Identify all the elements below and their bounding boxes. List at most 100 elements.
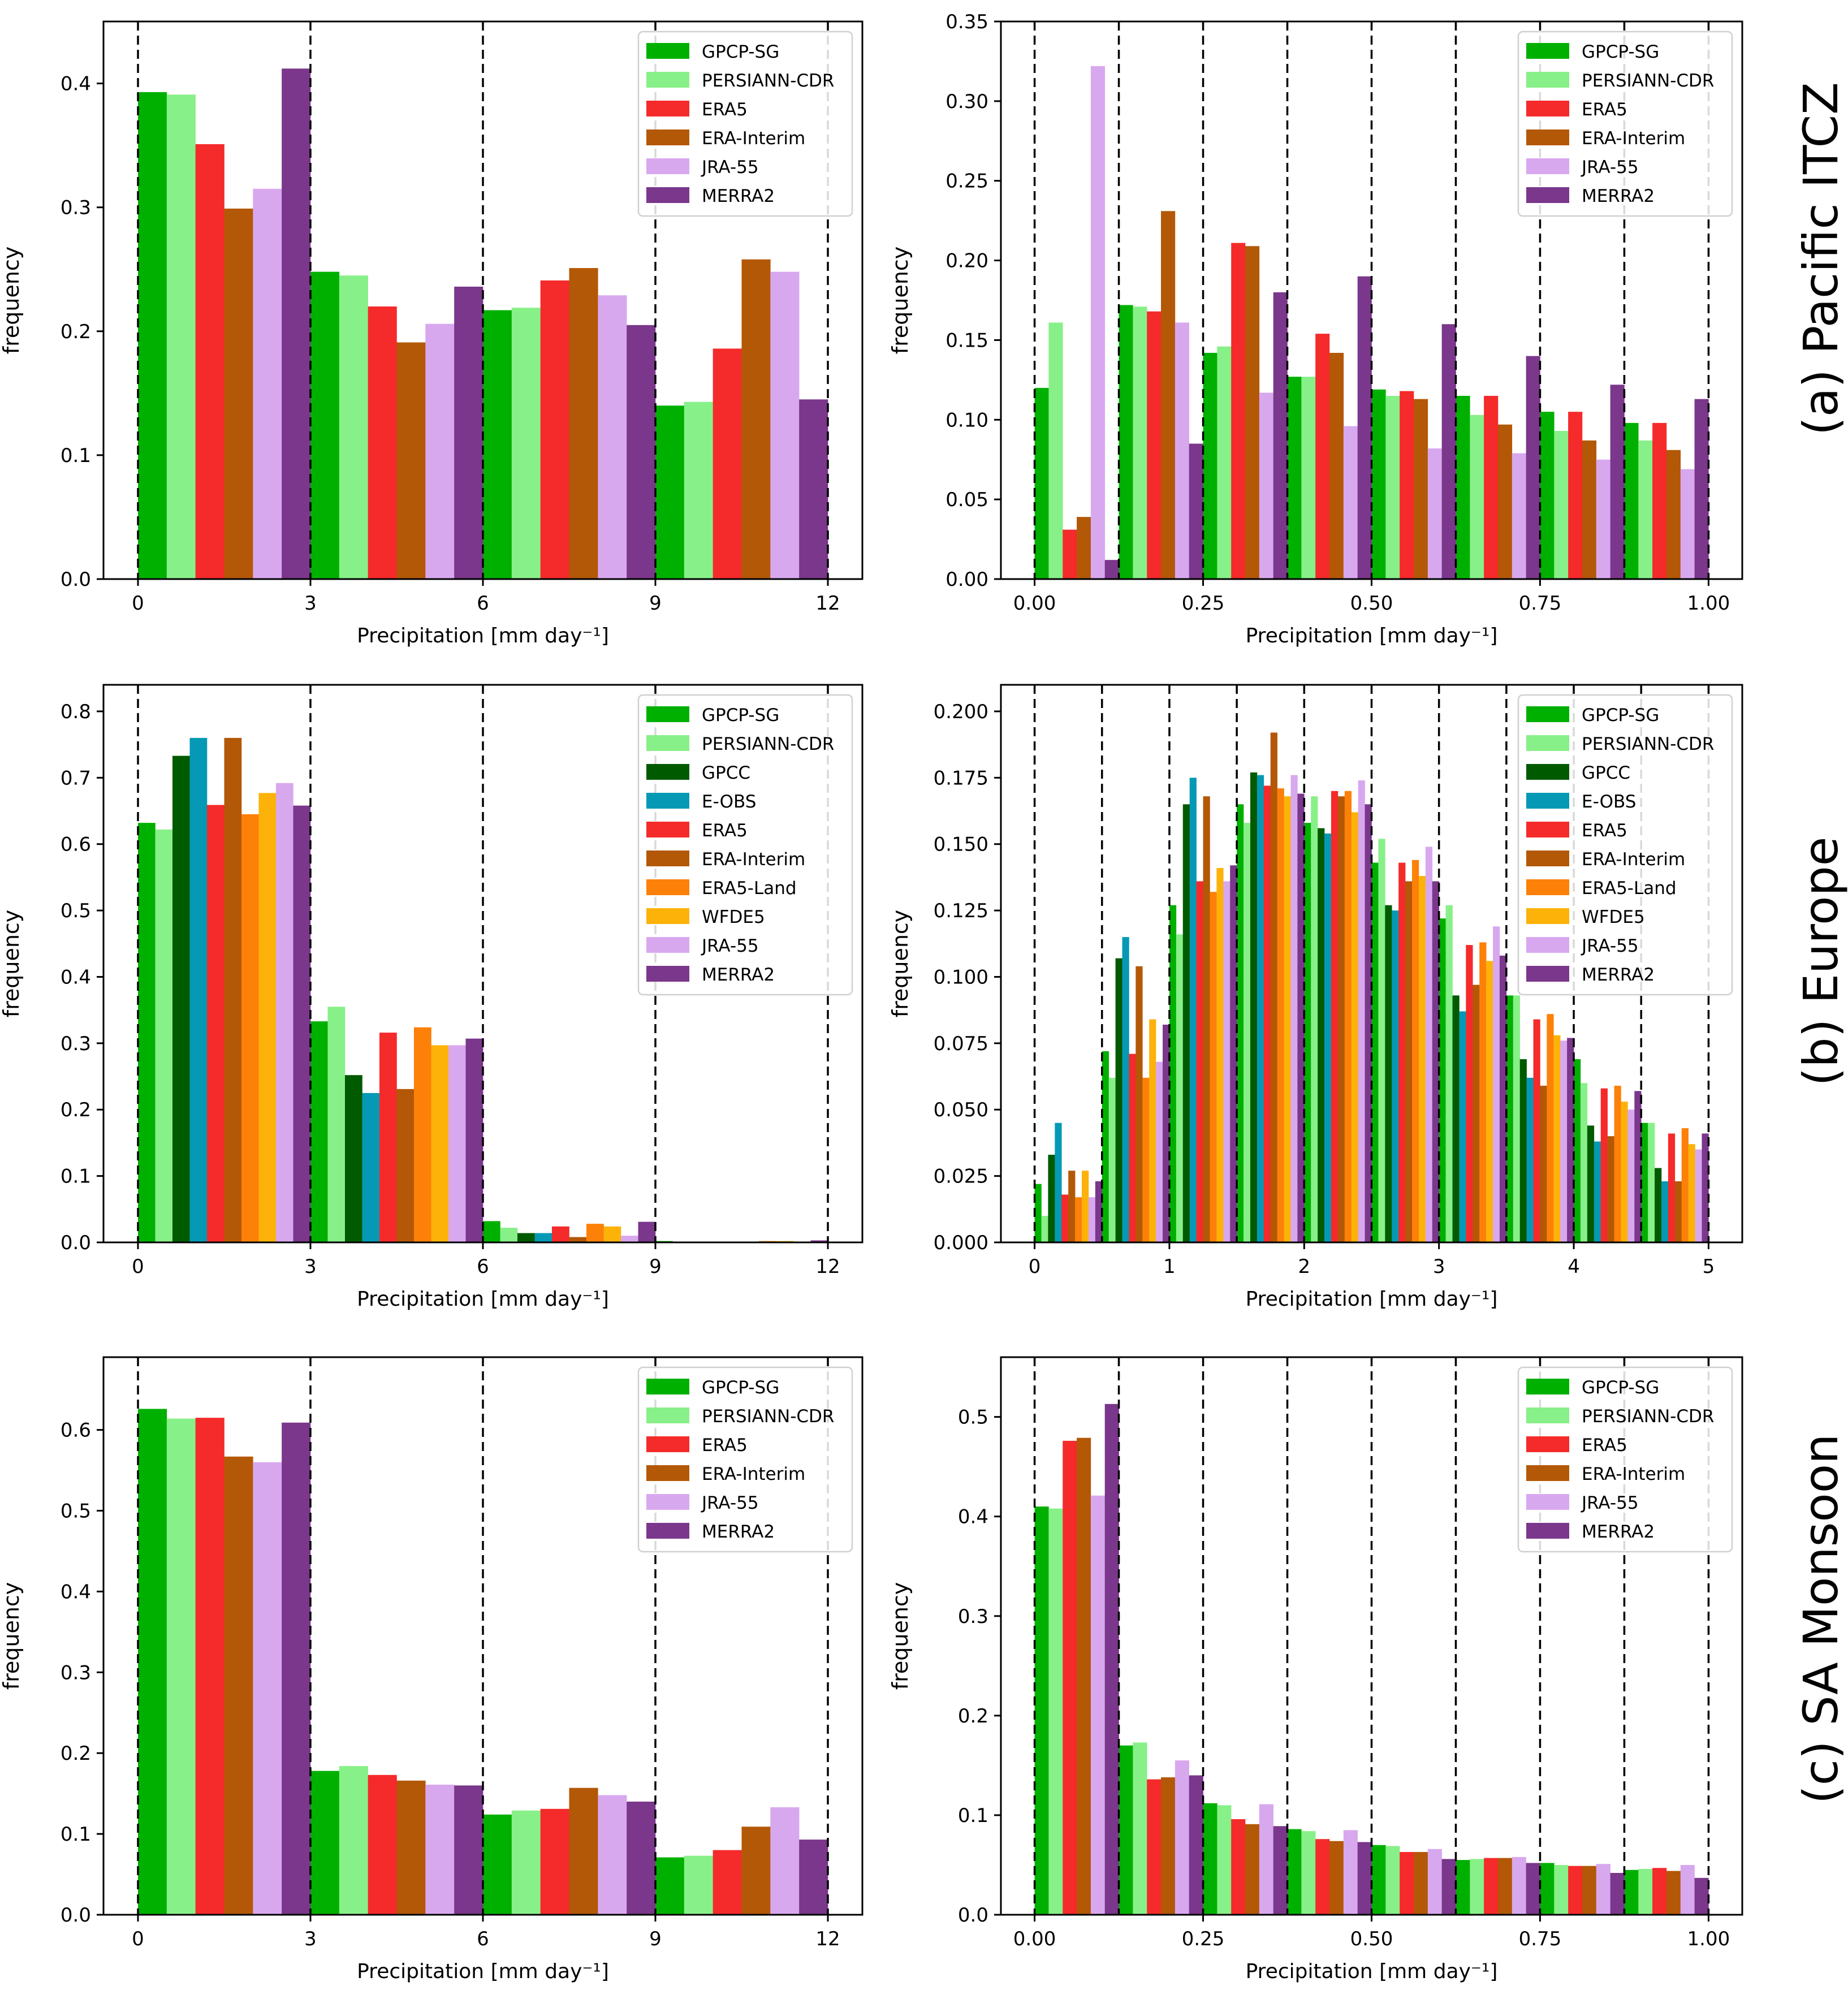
legend-box xyxy=(1517,1366,1733,1553)
bar-era5-bin-3 xyxy=(1315,1839,1330,1915)
x-tick-label: 1.00 xyxy=(1687,592,1730,615)
bar-gpcp-sg-bin-3 xyxy=(655,405,685,579)
legend-label: PERSIANN-CDR xyxy=(702,1406,834,1427)
bar-gpcp-sg-bin-3 xyxy=(1287,377,1302,579)
y-tick-label: 0.1 xyxy=(61,1165,91,1188)
bar-era5-bin-2 xyxy=(540,1808,569,1915)
legend-swatch xyxy=(646,793,689,809)
legend-label: MERRA2 xyxy=(1582,186,1655,206)
bar-persiann-cdr-bin-7 xyxy=(1638,1869,1653,1915)
bar-gpcp-sg-bin-7 xyxy=(1624,1870,1639,1915)
y-tick-label: 0.025 xyxy=(934,1165,988,1188)
y-tick-label: 0.8 xyxy=(61,701,91,723)
bar-gpcp-sg-bin-9 xyxy=(1641,1122,1648,1242)
bar-gpcp-sg-bin-0 xyxy=(138,823,156,1242)
legend-swatch xyxy=(1526,764,1569,780)
legend-swatch xyxy=(646,1494,689,1510)
y-tick-label: 0.3 xyxy=(61,1661,91,1684)
x-axis-label: Precipitation [mm day⁻¹] xyxy=(1246,624,1498,647)
bar-wfde5-bin-1 xyxy=(431,1045,449,1242)
bar-jra-55-bin-9 xyxy=(1695,1149,1702,1242)
bar-era5-bin-0 xyxy=(195,144,224,580)
bar-merra2-bin-2 xyxy=(638,1221,656,1242)
bar-era5-land-bin-2 xyxy=(586,1224,604,1242)
legend-swatch xyxy=(1526,1494,1569,1510)
bar-era5-bin-0 xyxy=(1061,1194,1069,1242)
bar-jra-55-bin-0 xyxy=(1088,1197,1096,1242)
legend-swatch xyxy=(1526,908,1569,924)
bar-era-interim-bin-6 xyxy=(1473,985,1480,1242)
bar-persiann-cdr-bin-1 xyxy=(1133,1742,1147,1915)
bar-jra-55-bin-8 xyxy=(1627,1109,1635,1242)
bar-era5-bin-3 xyxy=(1263,785,1271,1242)
bar-era5-bin-3 xyxy=(713,348,742,579)
bar-persiann-cdr-bin-1 xyxy=(1133,306,1147,579)
bar-jra-55-bin-1 xyxy=(425,323,455,579)
bar-merra2-bin-2 xyxy=(1230,865,1237,1242)
legend-label: WFDE5 xyxy=(1582,907,1645,927)
bar-gpcc-bin-5 xyxy=(1385,905,1392,1242)
x-tick-label: 1.00 xyxy=(1687,1928,1730,1950)
y-tick-label: 0.2 xyxy=(958,1705,988,1728)
bar-persiann-cdr-bin-0 xyxy=(166,94,196,579)
bar-gpcp-sg-bin-1 xyxy=(1119,1745,1133,1915)
bar-era-interim-bin-0 xyxy=(224,208,253,579)
bar-persiann-cdr-bin-3 xyxy=(1301,377,1316,579)
bar-era5-bin-4 xyxy=(1400,391,1414,579)
bar-persiann-cdr-bin-2 xyxy=(1176,934,1184,1242)
bar-merra2-bin-3 xyxy=(1357,1842,1372,1915)
legend-swatch xyxy=(646,735,689,751)
y-tick-label: 0.10 xyxy=(945,409,988,431)
legend-label: JRA-55 xyxy=(1581,1493,1639,1513)
legend-swatch xyxy=(646,822,689,837)
legend-label: PERSIANN-CDR xyxy=(702,71,834,91)
x-tick-label: 0 xyxy=(132,1928,144,1950)
bar-jra-55-bin-0 xyxy=(253,1462,282,1915)
y-tick-label: 0.5 xyxy=(61,900,91,922)
bar-gpcc-bin-4 xyxy=(1318,828,1325,1242)
bar-era-interim-bin-3 xyxy=(1329,352,1344,579)
bar-gpcp-sg-bin-0 xyxy=(1034,387,1049,579)
bar-era-interim-bin-4 xyxy=(1413,1852,1428,1915)
y-axis-label: frequency xyxy=(0,1582,24,1690)
bar-gpcp-sg-bin-4 xyxy=(1371,1845,1386,1915)
y-tick-label: 0.0 xyxy=(958,1904,988,1927)
legend-label: E-OBS xyxy=(702,792,756,812)
bar-persiann-cdr-bin-0 xyxy=(1041,1216,1048,1242)
bar-era-interim-bin-4 xyxy=(1337,796,1345,1242)
bar-merra2-bin-4 xyxy=(1365,804,1372,1242)
bar-gpcp-sg-bin-0 xyxy=(138,92,167,579)
chart-panel-sa-monsoon-wide: 0.0 0.1 0.2 0.3 0.4 0.5 0.6 0 3 6 9 12 Precipitation… xyxy=(0,1356,863,1983)
bar-era-interim-bin-1 xyxy=(396,1089,414,1242)
legend-swatch xyxy=(1526,1523,1569,1539)
bar-persiann-cdr-bin-0 xyxy=(155,829,173,1242)
bar-jra-55-bin-1 xyxy=(425,1784,455,1915)
x-tick-label: 0.75 xyxy=(1519,1928,1562,1950)
bar-era-interim-bin-5 xyxy=(1405,881,1413,1242)
chart-panel-pacific-itcz-low: 0.00 0.05 0.10 0.15 0.20 0.25 0.30 0.35 0.00 0.25… xyxy=(888,11,1743,647)
bar-era5-bin-0 xyxy=(207,805,224,1242)
bar-merra2-bin-3 xyxy=(1357,276,1372,579)
bar-merra2-bin-2 xyxy=(1273,292,1288,579)
y-tick-label: 0.4 xyxy=(958,1506,988,1529)
bar-jra-55-bin-5 xyxy=(1512,453,1526,579)
legend-label: ERA5-Land xyxy=(1582,878,1677,899)
chart-panel-europe-low: 0.000 0.025 0.050 0.075 0.100 0.125 0.150 0.175… xyxy=(888,684,1743,1311)
bar-merra2-bin-0 xyxy=(282,1422,311,1915)
bar-era5-bin-0 xyxy=(1063,1440,1077,1915)
legend-swatch xyxy=(646,43,689,59)
x-tick-label: 0.50 xyxy=(1350,1928,1393,1950)
bar-persiann-cdr-bin-4 xyxy=(1385,396,1400,579)
bar-persiann-cdr-bin-1 xyxy=(327,1007,346,1242)
bar-gpcp-sg-bin-1 xyxy=(1119,305,1133,579)
bar-gpcp-sg-bin-1 xyxy=(310,1771,340,1915)
x-tick-label: 0.00 xyxy=(1013,1928,1056,1950)
bar-era5-bin-1 xyxy=(368,1775,397,1915)
legend-label: E-OBS xyxy=(1582,792,1636,812)
legend-swatch xyxy=(1526,129,1569,145)
legend-swatch xyxy=(646,937,689,953)
legend-label: ERA5 xyxy=(702,1435,748,1456)
bar-era5-land-bin-1 xyxy=(1142,1077,1150,1242)
bar-era5-bin-1 xyxy=(1147,311,1162,579)
bar-persiann-cdr-bin-3 xyxy=(684,1855,713,1915)
